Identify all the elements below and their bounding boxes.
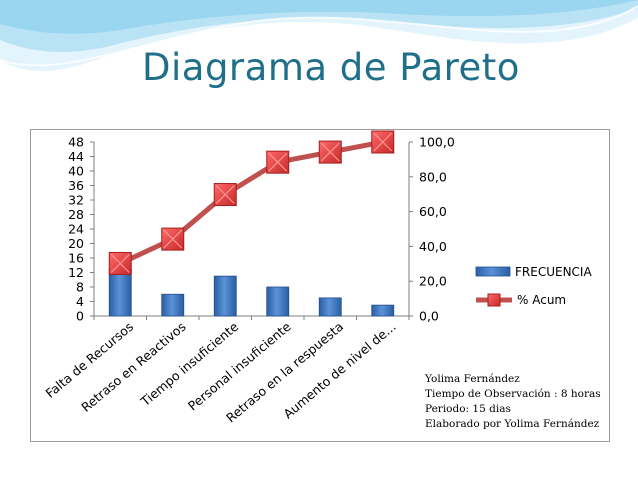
legend-marker-swatch — [487, 293, 501, 307]
y-left-tick-label: 48 — [68, 135, 84, 150]
legend-label-frecuencia: FRECUENCIA — [515, 265, 592, 279]
y-left-tick-label: 4 — [76, 294, 84, 309]
x-category-label: Falta de Recursos — [42, 319, 136, 401]
x-category-label: Retraso en Reactivos — [78, 319, 188, 415]
marker-cross — [110, 254, 130, 273]
pareto-chart: 048121620242832364044480,020,040,060,080… — [42, 130, 592, 425]
note-period: Periodo: 15 dias — [425, 403, 511, 415]
wave-dark — [0, 0, 638, 34]
marker-cross — [320, 142, 340, 162]
x-category-label: Tiempo insuficiente — [137, 319, 241, 410]
bar-frecuencia — [371, 304, 395, 317]
bar-frecuencia — [108, 268, 132, 317]
y-left-tick-label: 16 — [68, 251, 84, 266]
bar-frecuencia — [266, 286, 290, 317]
y-left-tick-label: 28 — [68, 207, 84, 222]
y-left-tick-label: 0 — [76, 309, 84, 324]
chart-frame: 0 4 8 12 16 20 24 28 32 36 40 44 48 0,0 20,0 40,0 60,0 80… — [30, 129, 610, 442]
note-author: Yolima Fernández — [425, 373, 520, 385]
y-left-tick-label: 32 — [68, 193, 84, 208]
chart-notes: Yolima Fernández Tiempo de Observación :… — [425, 372, 601, 432]
note-observation-time: Tiempo de Observación : 8 horas — [425, 388, 601, 400]
bar-frecuencia — [318, 297, 342, 317]
marker-cross — [163, 229, 183, 249]
legend-bar-swatch — [475, 266, 511, 277]
y-left-tick-label: 24 — [68, 222, 84, 237]
wave-line — [0, 5, 638, 67]
y-left-tick-label: 36 — [68, 178, 84, 193]
marker-cross — [215, 185, 235, 204]
y-right-tick-label: 80,0 — [419, 169, 447, 184]
header-wave-decoration — [0, 0, 638, 71]
y-right-tick-label: 60,0 — [419, 204, 447, 219]
y-left-tick-label: 8 — [76, 280, 84, 295]
y-right-tick-label: 40,0 — [419, 239, 447, 254]
marker-cross — [268, 152, 288, 172]
y-right-tick-label: 20,0 — [419, 274, 447, 289]
y-left-tick-label: 12 — [68, 265, 84, 280]
note-prepared-by: Elaborado por Yolima Fernández — [425, 418, 600, 430]
y-left-tick-label: 40 — [68, 164, 84, 179]
y-left-tick-label: 20 — [68, 236, 84, 251]
bar-frecuencia — [213, 275, 237, 317]
line-acumulado — [119, 139, 384, 266]
legend-label-acum: % Acum — [517, 293, 566, 307]
marker-cross — [373, 132, 393, 152]
y-left-tick-label: 44 — [68, 149, 84, 164]
slide-title: Diagrama de Pareto — [142, 46, 520, 89]
y-right-tick-label: 0,0 — [419, 309, 439, 324]
y-right-tick-label: 100,0 — [419, 135, 455, 150]
bar-frecuencia — [161, 293, 185, 317]
